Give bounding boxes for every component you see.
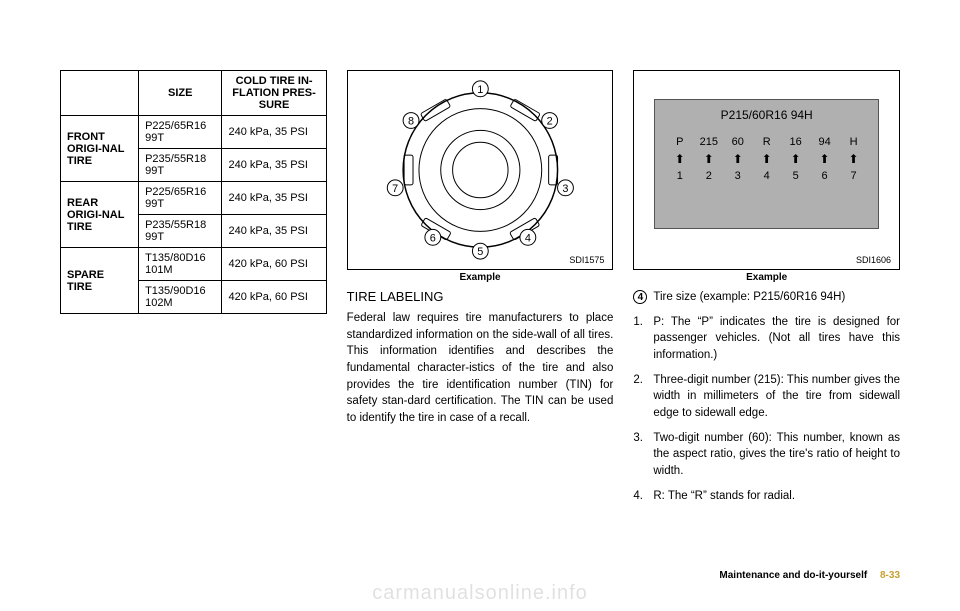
column-label-diagram: P215/60R16 94H P 215 60 R 16 94 H ⬆ ⬆ ⬆ …	[633, 70, 900, 512]
num-cell: 1	[665, 170, 694, 182]
svg-text:7: 7	[392, 183, 398, 195]
arrow-icon: ⬆	[723, 152, 752, 166]
part-cell: 94	[810, 136, 839, 148]
column-table: SIZE COLD TIRE IN-FLATION PRES-SURE FRON…	[60, 70, 327, 512]
arrow-icon: ⬆	[694, 152, 723, 166]
row-label-spare: SPARE TIRE	[61, 248, 139, 314]
part-cell: 215	[694, 136, 723, 148]
list-text: Two-digit number (60): This number, know…	[653, 430, 900, 480]
list-item: 1. P: The “P” indicates the tire is desi…	[633, 314, 900, 364]
num-cell: 4	[752, 170, 781, 182]
diagram-caption: Example	[347, 272, 614, 283]
cell-pressure: 240 kPa, 35 PSI	[222, 182, 326, 215]
num-cell: 3	[723, 170, 752, 182]
cell-size: P235/55R18 99T	[139, 149, 222, 182]
num-cell: 2	[694, 170, 723, 182]
circled-marker: 4	[633, 289, 653, 306]
tire-labeling-heading: TIRE LABELING	[347, 289, 614, 304]
diagram-caption: Example	[633, 272, 900, 283]
table-header-pressure: COLD TIRE IN-FLATION PRES-SURE	[222, 71, 326, 116]
arrow-icon: ⬆	[781, 152, 810, 166]
cell-size: P225/65R16 99T	[139, 182, 222, 215]
arrow-icon: ⬆	[665, 152, 694, 166]
label-diagram-box: P215/60R16 94H P 215 60 R 16 94 H ⬆ ⬆ ⬆ …	[633, 70, 900, 270]
table-header-empty	[61, 71, 139, 116]
list-intro: 4 Tire size (example: P215/60R16 94H)	[633, 289, 900, 306]
column-tire-diagram: 1 2 3 4 5 6 7 8 SDI1575 Example TIRE LAB…	[347, 70, 614, 512]
footer-page: 8-33	[880, 570, 900, 581]
cell-size: P235/55R18 99T	[139, 215, 222, 248]
part-cell: 60	[723, 136, 752, 148]
list-marker: 1.	[633, 314, 653, 364]
svg-text:1: 1	[477, 84, 483, 96]
panel-parts-row: P 215 60 R 16 94 H	[655, 134, 878, 150]
list-text: P: The “P” indicates the tire is designe…	[653, 314, 900, 364]
cell-pressure: 240 kPa, 35 PSI	[222, 116, 326, 149]
cell-pressure: 240 kPa, 35 PSI	[222, 149, 326, 182]
arrow-icon: ⬆	[752, 152, 781, 166]
list-item: 4. R: The “R” stands for radial.	[633, 488, 900, 505]
tire-size-list: 4 Tire size (example: P215/60R16 94H) 1.…	[633, 289, 900, 504]
svg-text:5: 5	[477, 246, 483, 258]
cell-size: T135/90D16 102M	[139, 281, 222, 314]
footer-section: Maintenance and do-it-yourself	[719, 570, 867, 581]
intro-text: Tire size (example: P215/60R16 94H)	[653, 289, 845, 306]
list-item: 3. Two-digit number (60): This number, k…	[633, 430, 900, 480]
row-label-front: FRONT ORIGI-NAL TIRE	[61, 116, 139, 182]
panel-arrows-row: ⬆ ⬆ ⬆ ⬆ ⬆ ⬆ ⬆	[655, 150, 878, 168]
svg-text:4: 4	[524, 232, 530, 244]
list-text: R: The “R” stands for radial.	[653, 488, 795, 505]
cell-pressure: 240 kPa, 35 PSI	[222, 215, 326, 248]
tire-illustration: 1 2 3 4 5 6 7 8	[348, 71, 613, 269]
arrow-icon: ⬆	[810, 152, 839, 166]
svg-text:2: 2	[546, 115, 552, 127]
watermark: carmanualsonline.info	[0, 582, 960, 605]
cell-pressure: 420 kPa, 60 PSI	[222, 248, 326, 281]
cell-size: P225/65R16 99T	[139, 116, 222, 149]
svg-text:3: 3	[562, 183, 568, 195]
diagram-code: SDI1575	[565, 253, 608, 267]
list-marker: 3.	[633, 430, 653, 480]
tire-diagram-box: 1 2 3 4 5 6 7 8 SDI1575	[347, 70, 614, 270]
part-cell: H	[839, 136, 868, 148]
part-cell: R	[752, 136, 781, 148]
list-item: 2. Three-digit number (215): This number…	[633, 372, 900, 422]
part-cell: P	[665, 136, 694, 148]
svg-text:6: 6	[429, 232, 435, 244]
num-cell: 7	[839, 170, 868, 182]
tire-label-panel: P215/60R16 94H P 215 60 R 16 94 H ⬆ ⬆ ⬆ …	[654, 99, 879, 229]
row-label-rear: REAR ORIGI-NAL TIRE	[61, 182, 139, 248]
page-content: SIZE COLD TIRE IN-FLATION PRES-SURE FRON…	[0, 0, 960, 532]
table-header-size: SIZE	[139, 71, 222, 116]
svg-text:8: 8	[408, 115, 414, 127]
diagram-code: SDI1606	[852, 253, 895, 267]
list-marker: 4.	[633, 488, 653, 505]
num-cell: 5	[781, 170, 810, 182]
tire-labeling-body: Federal law requires tire manufacturers …	[347, 310, 614, 427]
part-cell: 16	[781, 136, 810, 148]
panel-numbers-row: 1 2 3 4 5 6 7	[655, 168, 878, 184]
list-text: Three-digit number (215): This number gi…	[653, 372, 900, 422]
tire-pressure-table: SIZE COLD TIRE IN-FLATION PRES-SURE FRON…	[60, 70, 327, 314]
list-marker: 2.	[633, 372, 653, 422]
arrow-icon: ⬆	[839, 152, 868, 166]
num-cell: 6	[810, 170, 839, 182]
cell-size: T135/80D16 101M	[139, 248, 222, 281]
page-footer: Maintenance and do-it-yourself 8-33	[719, 570, 900, 581]
cell-pressure: 420 kPa, 60 PSI	[222, 281, 326, 314]
panel-title: P215/60R16 94H	[655, 100, 878, 122]
